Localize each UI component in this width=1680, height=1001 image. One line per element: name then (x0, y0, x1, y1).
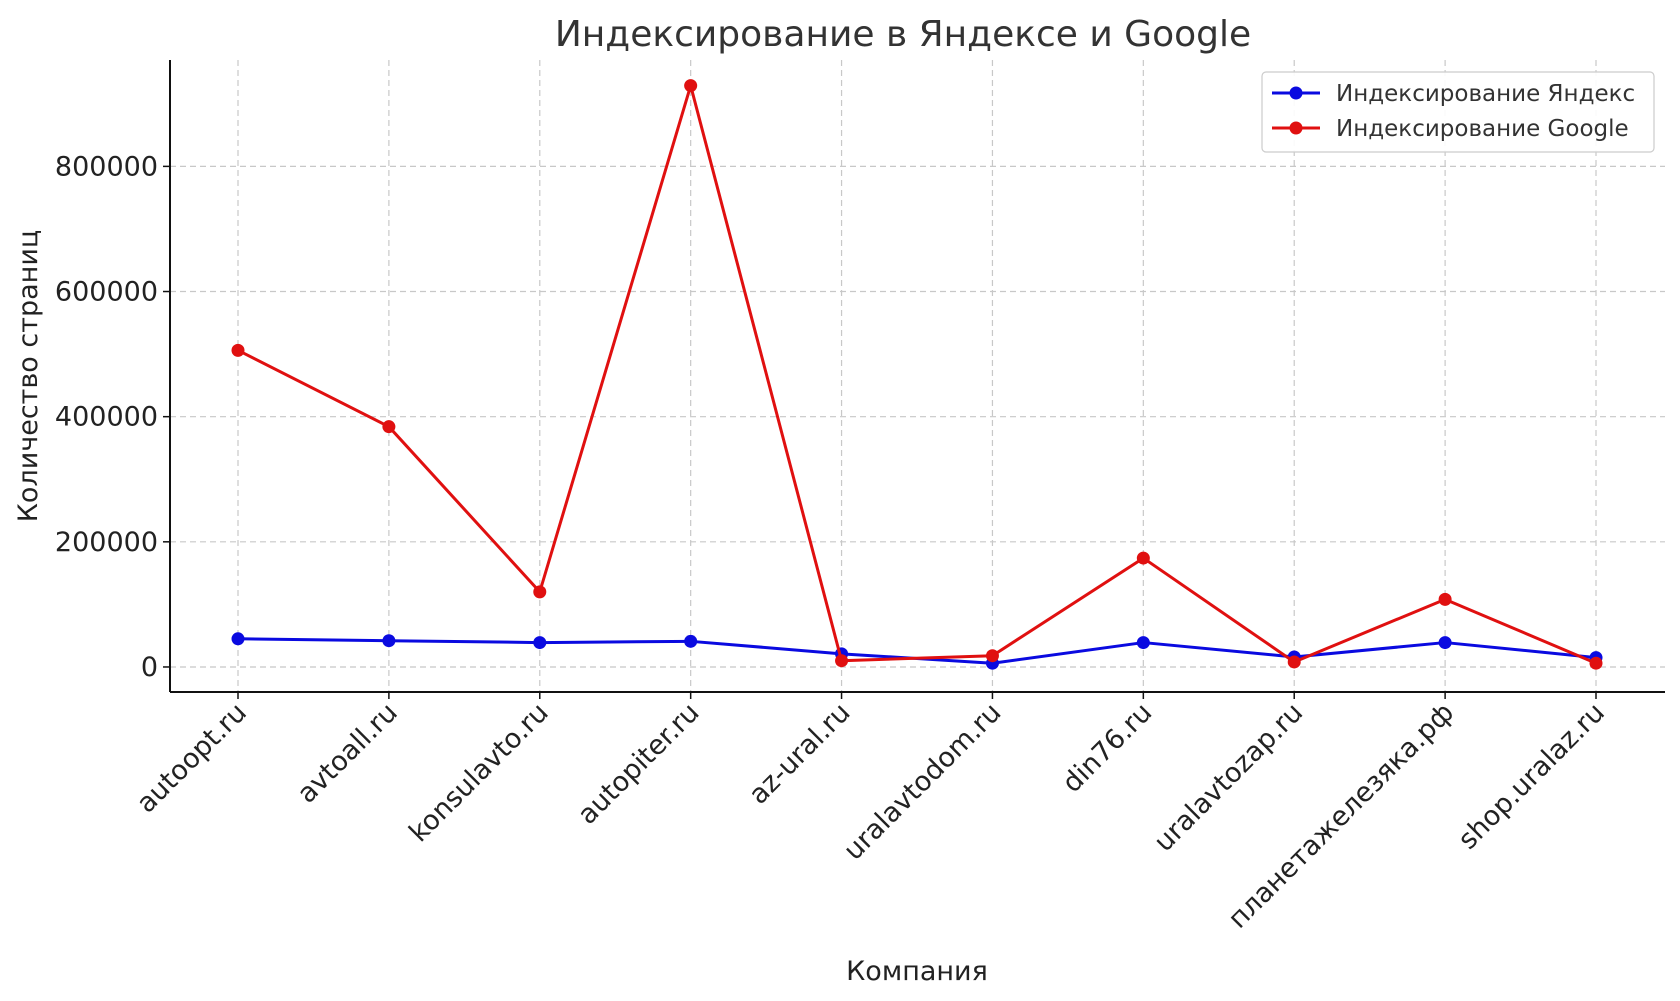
x-tick-label: autopiter.ru (572, 697, 706, 831)
legend: Индексирование Яндекс Индексирование Goog… (1261, 71, 1655, 153)
data-point (985, 649, 999, 663)
x-tick-label: uralavtozap.ru (1148, 697, 1309, 858)
data-point (382, 634, 396, 648)
x-tick-label: avtoall.ru (291, 697, 403, 809)
x-tick-label: autoopt.ru (131, 697, 253, 819)
series-line (237, 84, 1597, 665)
data-point (1589, 656, 1603, 670)
data-point (231, 343, 245, 357)
data-point (1136, 551, 1150, 565)
legend-box (1261, 71, 1655, 153)
y-tick-label: 200000 (55, 527, 158, 558)
legend-marker (1289, 86, 1303, 100)
data-point (533, 636, 547, 650)
x-tick-label: konsulavto.ru (403, 697, 554, 848)
data-point (231, 632, 245, 646)
data-point (1136, 636, 1150, 650)
series-0 (231, 632, 1603, 670)
series-1 (231, 79, 1603, 670)
data-point (1287, 655, 1301, 669)
legend-label: Индексирование Яндекс (1336, 81, 1635, 107)
chart-title: Индексирование в Яндексе и Google (555, 14, 1251, 55)
x-tick-label: din76.ru (1057, 697, 1159, 799)
data-point (1438, 592, 1452, 606)
data-point (382, 420, 396, 434)
x-tick-label: uralavtodom.ru (838, 697, 1007, 866)
y-axis: 0 200000 400000 600000 800000 (55, 151, 170, 683)
legend-marker (1289, 121, 1303, 135)
y-tick-label: 0 (141, 652, 158, 683)
series-layer (231, 79, 1603, 670)
data-point (684, 634, 698, 648)
x-axis: autoopt.ru avtoall.ru konsulavto.ru autopit… (131, 692, 1611, 935)
x-tick-label: az-ural.ru (743, 697, 857, 811)
y-axis-label: Количество страниц (13, 230, 44, 522)
data-point (533, 585, 547, 599)
y-tick-label: 800000 (55, 151, 158, 182)
legend-label: Индексирование Google (1336, 116, 1629, 142)
grid (170, 60, 1665, 692)
data-point (684, 79, 698, 93)
x-tick-label: shop.uralaz.ru (1452, 697, 1611, 856)
data-point (1438, 636, 1452, 650)
x-axis-label: Компания (846, 956, 988, 987)
y-tick-label: 600000 (55, 277, 158, 308)
y-tick-label: 400000 (55, 402, 158, 433)
data-point (835, 654, 849, 668)
